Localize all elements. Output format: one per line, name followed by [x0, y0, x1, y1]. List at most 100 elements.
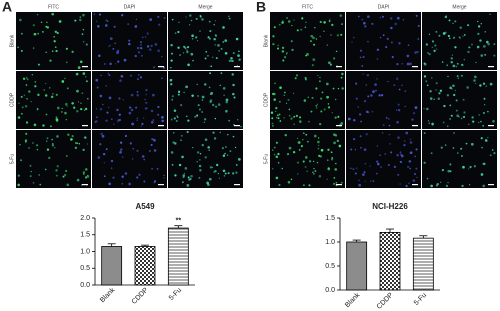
cell: [480, 173, 484, 176]
cell: [196, 83, 198, 86]
scale-bar: [336, 184, 342, 186]
cell: [444, 31, 447, 34]
cell: [294, 77, 297, 80]
cell: [462, 165, 465, 169]
cell: [396, 120, 399, 124]
cell: [209, 100, 212, 104]
cell: [191, 37, 194, 40]
cell: [95, 108, 98, 110]
cell: [379, 16, 382, 19]
cell: [185, 16, 187, 18]
cell: [456, 114, 460, 118]
cell: [282, 59, 285, 62]
cell: [107, 72, 109, 74]
cell: [484, 53, 487, 56]
cell: [398, 88, 401, 91]
cell: [426, 84, 429, 87]
cell: [32, 47, 35, 49]
cell: [66, 87, 69, 90]
cell: [232, 135, 235, 138]
micrograph-bg: [346, 12, 421, 70]
cell: [116, 119, 120, 123]
cell: [115, 63, 117, 65]
cell: [291, 48, 294, 52]
cell: [434, 44, 437, 47]
cell: [448, 19, 451, 22]
cell: [388, 134, 390, 136]
cell: [99, 94, 103, 98]
cell: [84, 176, 88, 179]
cell: [224, 152, 226, 155]
cell: [190, 19, 193, 22]
cell: [317, 137, 320, 139]
cell: [231, 73, 234, 76]
cell: [199, 153, 202, 155]
cell: [74, 142, 77, 144]
cell: [221, 146, 225, 150]
cell: [275, 110, 277, 113]
cell: [379, 36, 382, 39]
scale-bar: [234, 66, 240, 68]
cell: [312, 171, 314, 174]
cell: [178, 21, 180, 24]
cell: [276, 47, 280, 50]
cell: [103, 62, 106, 65]
cell: [320, 110, 323, 113]
cell: [271, 117, 274, 120]
cell: [136, 119, 139, 121]
micrograph: [346, 12, 421, 70]
cell: [30, 170, 32, 173]
cell: [176, 115, 179, 118]
cell: [123, 58, 127, 62]
cell: [468, 46, 471, 49]
row-label: CDDP: [9, 92, 15, 107]
cell: [487, 110, 489, 113]
cell: [287, 98, 290, 101]
cell: [340, 76, 343, 79]
row-label: Blank: [263, 34, 269, 47]
column-header: Merge: [452, 4, 466, 10]
cell: [485, 85, 487, 87]
cell: [272, 125, 274, 127]
cell: [17, 174, 20, 177]
cell: [461, 63, 464, 67]
cell: [315, 104, 318, 107]
cell: [84, 107, 88, 111]
cell: [140, 44, 142, 46]
cell: [235, 171, 238, 174]
cell: [292, 151, 296, 154]
cell: [390, 26, 393, 30]
cell: [315, 107, 318, 109]
cell: [136, 90, 139, 93]
cell: [103, 175, 106, 178]
cell: [118, 118, 121, 122]
scale-bar: [488, 125, 494, 127]
cell: [130, 108, 134, 112]
cell: [306, 52, 309, 56]
cell: [333, 182, 336, 185]
cell: [208, 149, 211, 152]
cell: [306, 140, 309, 143]
cell: [65, 118, 68, 121]
micrograph-bg: [270, 71, 345, 129]
cell: [275, 155, 279, 159]
cell: [363, 171, 366, 174]
cell: [170, 151, 174, 154]
cell: [290, 117, 293, 120]
cell: [360, 146, 362, 149]
cell: [186, 49, 188, 51]
cell: [397, 103, 400, 106]
cell: [106, 111, 109, 114]
cell: [229, 150, 232, 152]
cell: [96, 116, 98, 119]
cell: [426, 177, 429, 180]
cell: [232, 52, 235, 55]
cell: [363, 99, 367, 103]
cell: [415, 148, 418, 151]
cell: [411, 118, 414, 121]
cell: [109, 37, 113, 41]
cell: [335, 181, 338, 184]
cell: [217, 44, 220, 47]
cell: [286, 17, 289, 20]
micrograph: [92, 12, 167, 70]
